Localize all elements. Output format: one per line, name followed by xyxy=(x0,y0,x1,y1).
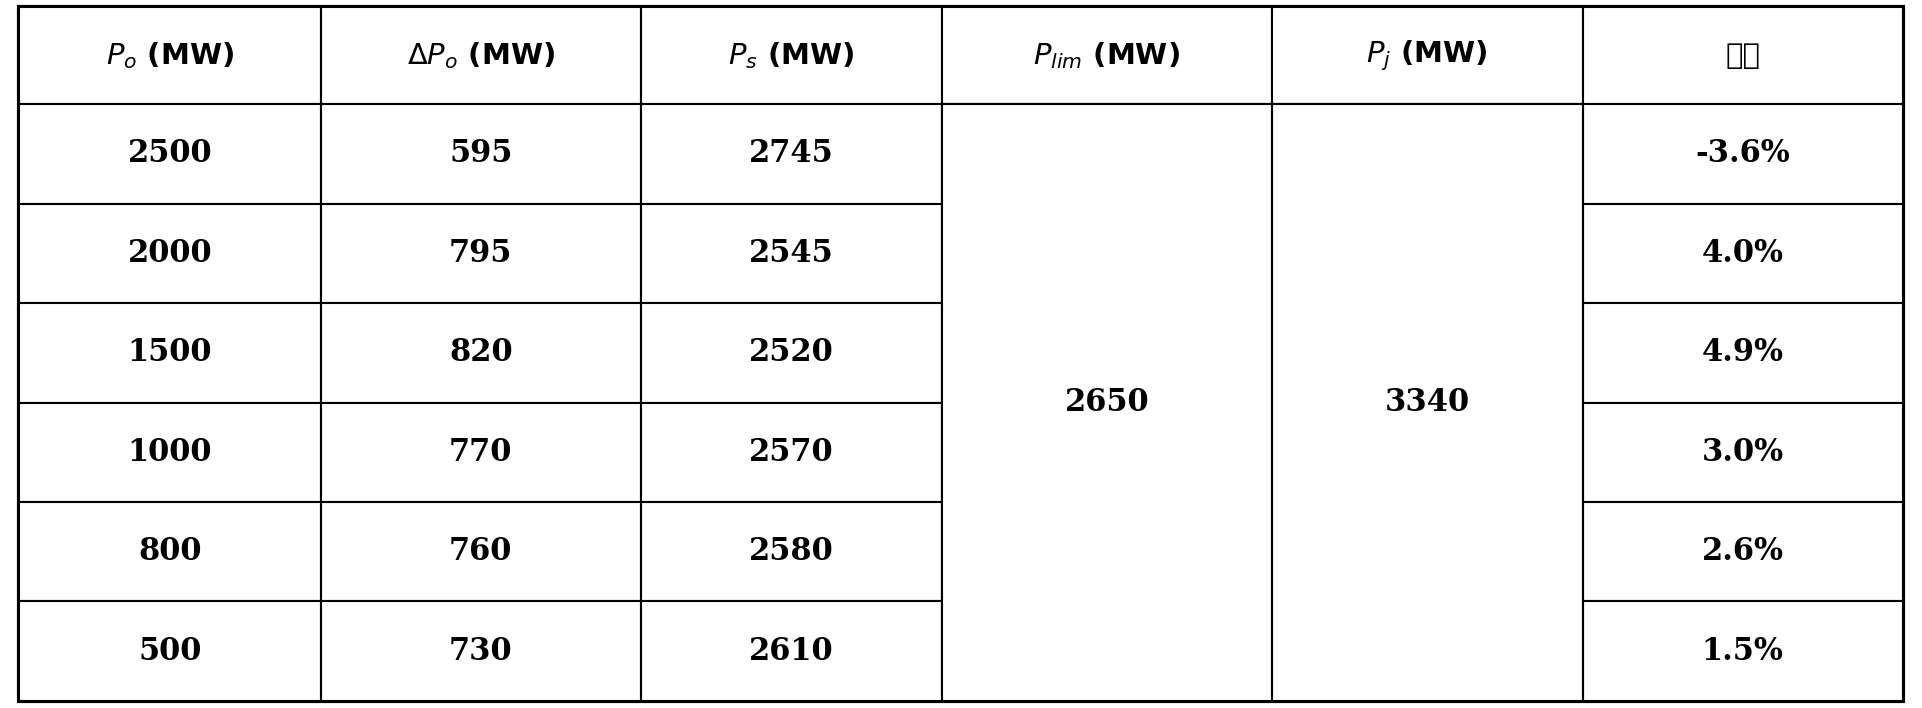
Bar xyxy=(942,602,1272,701)
Text: 2570: 2570 xyxy=(750,437,834,468)
Bar xyxy=(942,104,1272,204)
Bar xyxy=(321,502,640,602)
Bar xyxy=(640,403,942,502)
Bar xyxy=(321,303,640,403)
Bar xyxy=(942,7,1272,104)
Text: $\mathit{P_o}$ $\mathbf{(MW)}$: $\mathit{P_o}$ $\mathbf{(MW)}$ xyxy=(106,40,234,71)
Bar xyxy=(640,204,942,303)
Bar xyxy=(1582,502,1903,602)
Text: 1000: 1000 xyxy=(127,437,211,468)
Text: 4.9%: 4.9% xyxy=(1701,337,1784,368)
Text: 2000: 2000 xyxy=(127,238,211,269)
Text: 760: 760 xyxy=(450,536,513,567)
Text: $\mathit{\Delta P_o}$ $\mathbf{(MW)}$: $\mathit{\Delta P_o}$ $\mathbf{(MW)}$ xyxy=(407,40,555,71)
Text: 3340: 3340 xyxy=(1384,387,1470,418)
Text: 2745: 2745 xyxy=(750,139,834,169)
Bar xyxy=(1272,7,1582,104)
Bar xyxy=(640,7,942,104)
Text: 820: 820 xyxy=(450,337,513,368)
Bar xyxy=(942,104,1272,701)
Bar xyxy=(942,502,1272,602)
Text: 2610: 2610 xyxy=(750,636,834,667)
Text: 误差: 误差 xyxy=(1726,41,1761,70)
Text: 3.0%: 3.0% xyxy=(1701,437,1784,468)
Bar xyxy=(19,303,321,403)
Bar xyxy=(19,204,321,303)
Text: 1.5%: 1.5% xyxy=(1701,636,1784,667)
Bar xyxy=(942,303,1272,403)
Bar xyxy=(942,204,1272,303)
Text: 2545: 2545 xyxy=(750,238,834,269)
Bar xyxy=(19,502,321,602)
Bar xyxy=(1582,204,1903,303)
Text: 770: 770 xyxy=(450,437,513,468)
Bar xyxy=(1582,403,1903,502)
Bar xyxy=(321,403,640,502)
Text: 2500: 2500 xyxy=(127,139,211,169)
Bar xyxy=(1272,104,1582,204)
Bar xyxy=(640,104,942,204)
Text: 2520: 2520 xyxy=(750,337,834,368)
Text: 2580: 2580 xyxy=(750,536,834,567)
Bar xyxy=(1272,204,1582,303)
Text: 2650: 2650 xyxy=(1065,387,1149,418)
Bar xyxy=(321,7,640,104)
Bar xyxy=(1582,104,1903,204)
Bar xyxy=(321,204,640,303)
Bar xyxy=(640,602,942,701)
Bar xyxy=(640,502,942,602)
Bar xyxy=(19,602,321,701)
Bar xyxy=(942,104,1272,701)
Bar xyxy=(1582,7,1903,104)
Text: 795: 795 xyxy=(450,238,513,269)
Bar xyxy=(1272,502,1582,602)
Bar xyxy=(942,403,1272,502)
Bar xyxy=(1272,602,1582,701)
Text: $\mathit{P_s}$ $\mathbf{(MW)}$: $\mathit{P_s}$ $\mathbf{(MW)}$ xyxy=(728,40,855,71)
Bar xyxy=(1272,104,1582,701)
Text: 800: 800 xyxy=(138,536,202,567)
Text: 500: 500 xyxy=(138,636,202,667)
Bar xyxy=(1582,602,1903,701)
Bar xyxy=(1582,303,1903,403)
Text: 730: 730 xyxy=(450,636,513,667)
Text: 1500: 1500 xyxy=(127,337,211,368)
Bar xyxy=(19,104,321,204)
Bar xyxy=(640,303,942,403)
Bar xyxy=(19,7,321,104)
Bar xyxy=(1272,303,1582,403)
Bar xyxy=(1272,403,1582,502)
Text: $\mathit{P_{lim}}$ $\mathbf{(MW)}$: $\mathit{P_{lim}}$ $\mathbf{(MW)}$ xyxy=(1034,40,1180,71)
Bar xyxy=(321,104,640,204)
Text: -3.6%: -3.6% xyxy=(1695,139,1789,169)
Bar xyxy=(1272,104,1582,701)
Text: 4.0%: 4.0% xyxy=(1701,238,1784,269)
Text: 2.6%: 2.6% xyxy=(1701,536,1784,567)
Text: $\mathit{P_j}$ $\mathbf{(MW)}$: $\mathit{P_j}$ $\mathbf{(MW)}$ xyxy=(1367,38,1488,73)
Bar xyxy=(321,602,640,701)
Bar xyxy=(19,403,321,502)
Text: 595: 595 xyxy=(450,139,513,169)
